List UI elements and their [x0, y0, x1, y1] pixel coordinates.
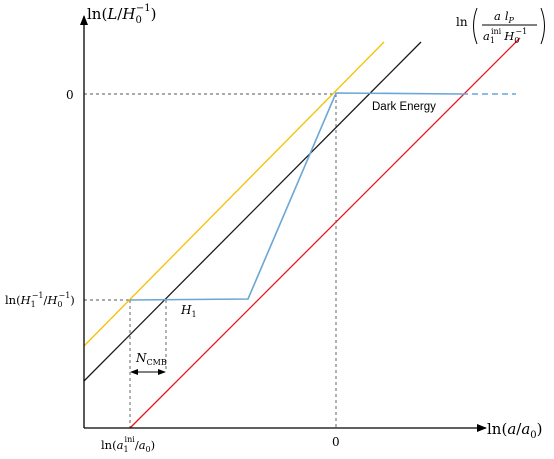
right-paren — [540, 7, 545, 45]
dark-energy-label: Dark Energy — [372, 101, 436, 113]
red-line — [129, 37, 521, 429]
ncmb-label: NCMB — [135, 351, 167, 367]
red-line-label: ln a lP a1ini H0−1 — [456, 7, 545, 45]
black-diagonal-line — [83, 41, 422, 382]
y-tick-zero: 0 — [66, 88, 74, 102]
x-tick-a1: ln(a1ini/a0) — [101, 435, 155, 454]
left-paren — [473, 7, 478, 45]
x-axis-label: ln(a/a0) — [487, 420, 543, 441]
svg-text:ln: ln — [456, 15, 468, 29]
yellow-line — [83, 41, 385, 347]
H1-label: H1 — [180, 303, 197, 319]
blue-curve — [129, 92, 463, 301]
svg-text:alP: a lP — [494, 9, 515, 25]
y-axis-label: ln(L/H0−1) — [87, 3, 156, 26]
y-tick-H1: ln(H1−1/H0−1) — [5, 291, 75, 309]
x-tick-zero: 0 — [332, 435, 340, 449]
